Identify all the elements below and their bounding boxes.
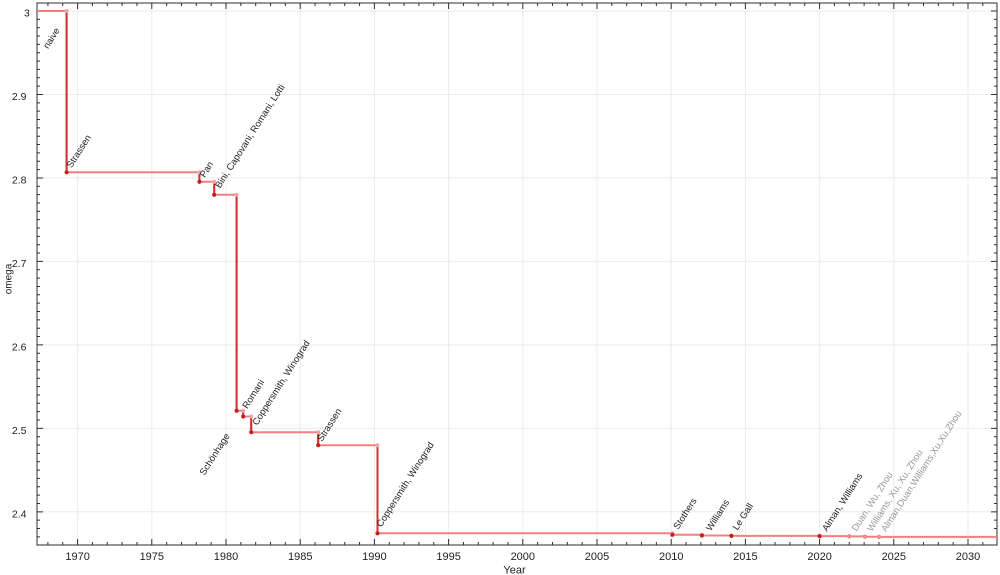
svg-text:2.5: 2.5 (12, 425, 27, 437)
svg-text:1995: 1995 (436, 551, 460, 563)
svg-text:1975: 1975 (140, 551, 164, 563)
svg-text:2010: 2010 (659, 551, 683, 563)
svg-text:Year: Year (503, 565, 526, 575)
svg-text:1990: 1990 (362, 551, 386, 563)
svg-text:2005: 2005 (585, 551, 609, 563)
svg-text:1985: 1985 (288, 551, 312, 563)
svg-text:1970: 1970 (65, 551, 89, 563)
svg-text:2.7: 2.7 (12, 258, 27, 270)
svg-text:2025: 2025 (882, 551, 906, 563)
svg-text:1980: 1980 (214, 551, 238, 563)
svg-text:omega: omega (3, 263, 14, 294)
svg-text:2.9: 2.9 (12, 91, 27, 103)
svg-text:2.8: 2.8 (12, 174, 27, 186)
svg-text:2015: 2015 (733, 551, 757, 563)
svg-text:2020: 2020 (807, 551, 831, 563)
svg-text:3: 3 (24, 8, 30, 20)
svg-text:2.4: 2.4 (12, 508, 27, 520)
svg-text:2.6: 2.6 (12, 341, 27, 353)
svg-text:2000: 2000 (511, 551, 535, 563)
svg-text:2030: 2030 (956, 551, 980, 563)
